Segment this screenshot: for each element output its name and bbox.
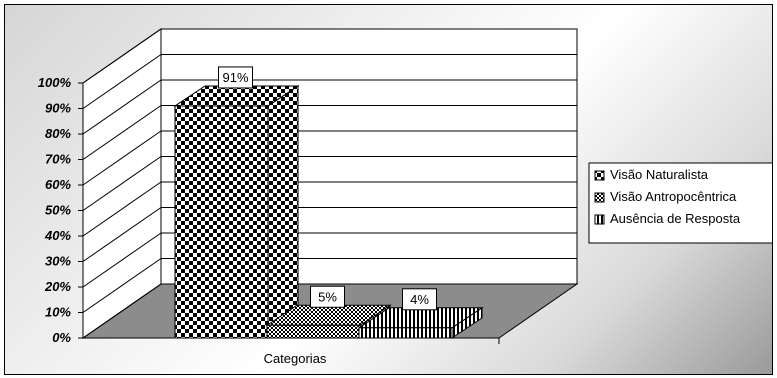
gridline-side [82, 181, 162, 237]
bar-front [174, 105, 269, 339]
bar-side [267, 85, 299, 339]
y-tick-label: 30% [45, 254, 71, 269]
data-label-box [402, 288, 437, 311]
y-tick-label: 100% [38, 75, 72, 90]
bar-front [358, 327, 453, 339]
gridline-side [82, 79, 162, 135]
legend-swatch [594, 214, 605, 225]
data-label-text: 91% [222, 70, 248, 85]
data-label-2: 5% [310, 285, 345, 308]
gridline-side [82, 54, 162, 109]
legend: Visão Naturalista Visão Antropocêntrica Au… [588, 162, 772, 244]
gridline-side [82, 156, 162, 211]
gridline-side [82, 105, 162, 160]
y-tick-label: 20% [44, 279, 71, 294]
legend-swatch [594, 170, 605, 181]
gridline-side [82, 28, 162, 84]
x-axis-label: Categorias [264, 351, 327, 366]
bar-1 [173, 85, 300, 339]
bar-front [266, 324, 361, 339]
y-tick-label: 10% [45, 305, 71, 320]
y-tick-label: 70% [45, 152, 71, 167]
y-tick-label: 80% [45, 126, 71, 141]
data-label-text: 5% [318, 289, 337, 304]
bar-3 [357, 306, 484, 339]
data-label-3: 4% [402, 288, 437, 311]
legend-swatch [594, 192, 605, 203]
chart-area: 0% 10% 20% 30% 40% 50% 60% 70% 80% 90% 100% 91% 5% 4… [4, 4, 773, 375]
gridline-side [82, 232, 162, 288]
y-tick-label: 50% [45, 203, 71, 218]
data-label-text: 4% [410, 292, 429, 307]
data-label-1: 91% [218, 66, 253, 89]
gridline-side [82, 207, 162, 262]
legend-entry: Visão Antropocêntrica [610, 189, 737, 204]
y-tick-label: 0% [52, 330, 71, 345]
y-tick-label: 90% [45, 101, 71, 116]
y-tick-label: 60% [45, 177, 71, 192]
gridline-side [82, 130, 162, 186]
y-tick-label: 40% [44, 228, 71, 243]
legend-entry: Ausência de Resposta [610, 211, 741, 226]
bar-chart-3d: 0% 10% 20% 30% 40% 50% 60% 70% 80% 90% 100% 91% 5% 4… [38, 28, 772, 366]
gridline-side [82, 258, 162, 313]
gridline-side [82, 283, 162, 339]
legend-box [588, 162, 772, 244]
data-label-box [218, 66, 253, 89]
legend-entry: Visão Naturalista [610, 167, 709, 182]
data-label-box [310, 285, 345, 308]
